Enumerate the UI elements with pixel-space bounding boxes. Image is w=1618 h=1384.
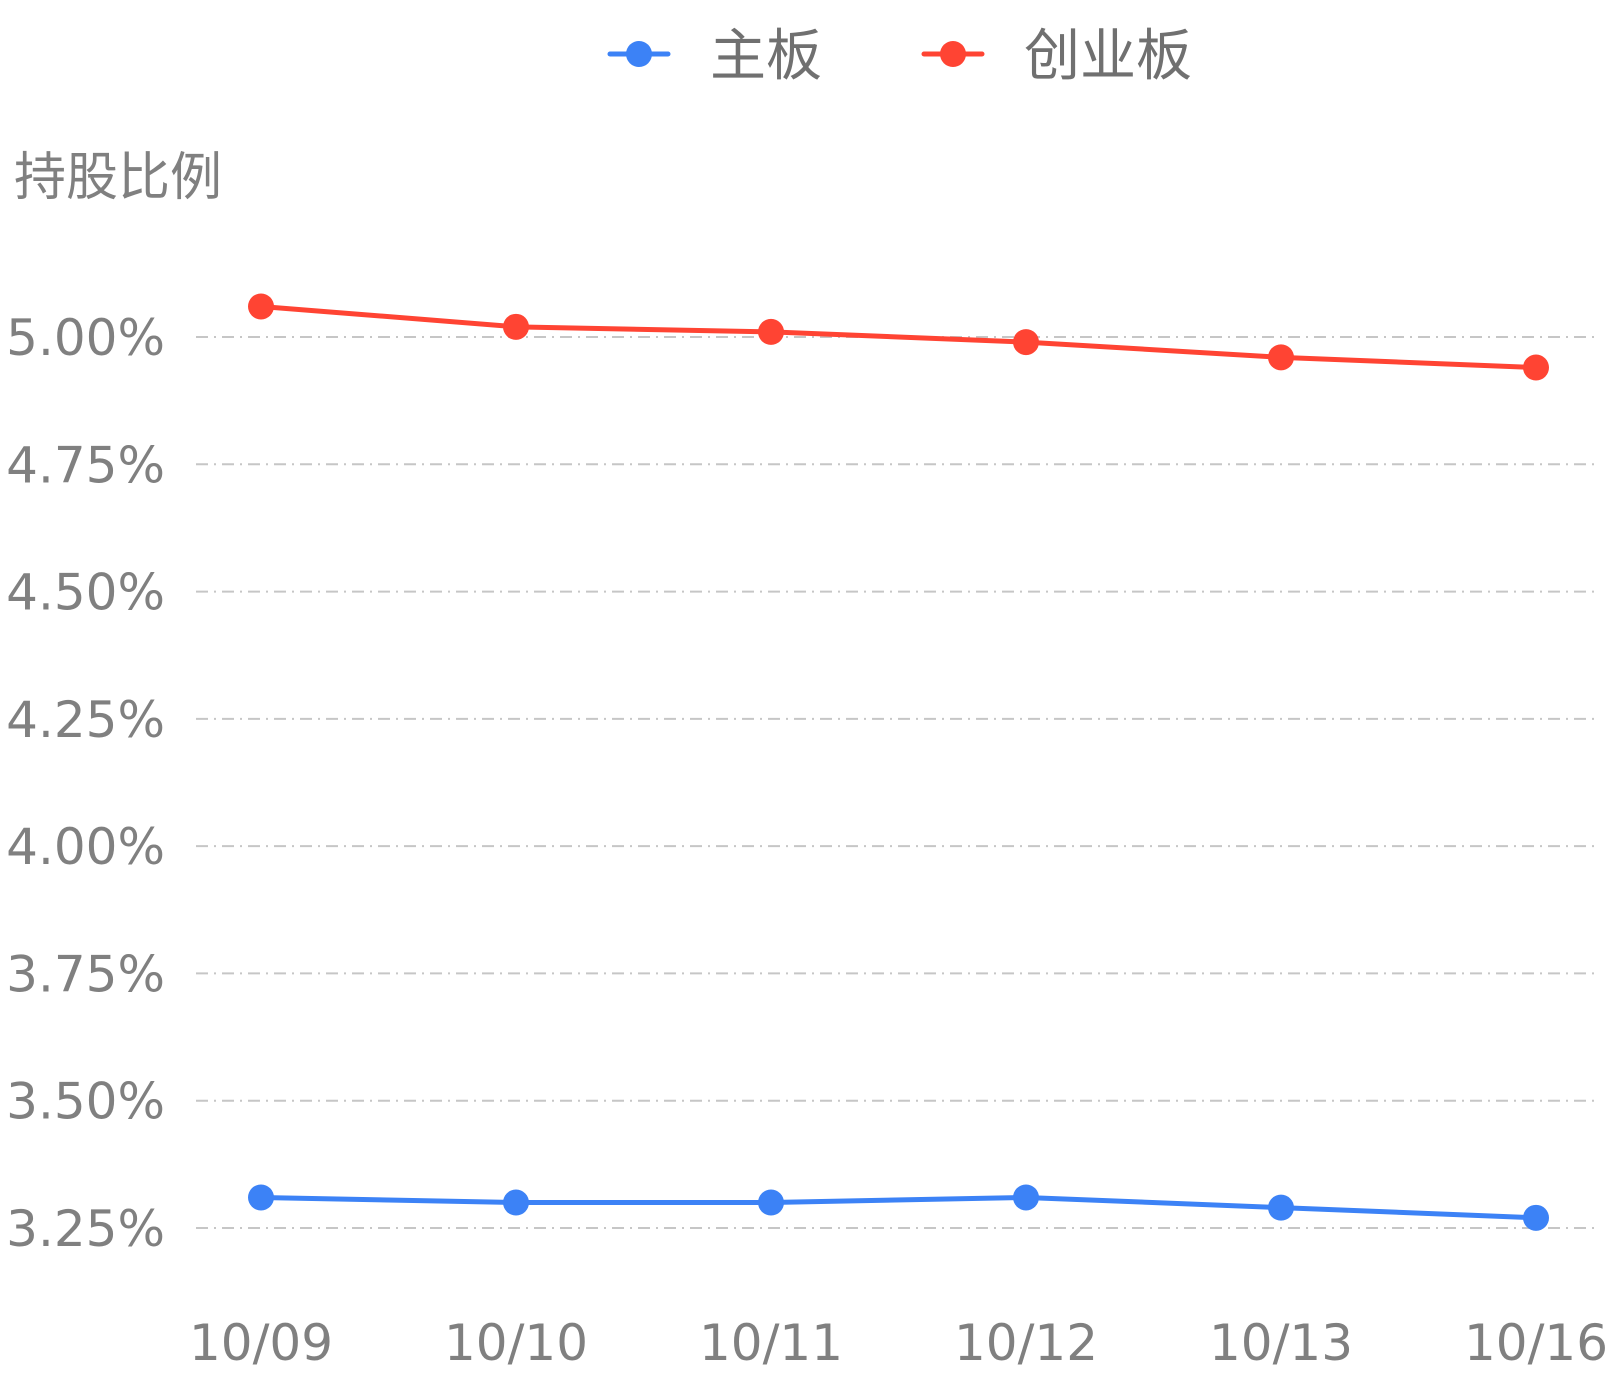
data-point[interactable] xyxy=(248,293,274,320)
y-tick-label: 4.50% xyxy=(6,564,165,622)
x-axis-tick-labels: 10/09 10/10 10/11 10/12 10/13 10/16 xyxy=(189,1314,1608,1372)
y-axis-tick-labels: 3.25% 3.50% 3.75% 4.00% 4.25% 4.50% 4.75% 5.00% xyxy=(6,309,165,1258)
data-point[interactable] xyxy=(1268,1194,1294,1221)
grid-lines xyxy=(196,336,1600,1229)
data-point[interactable] xyxy=(503,1189,529,1216)
x-tick-label: 10/16 xyxy=(1464,1314,1608,1372)
x-tick-label: 10/11 xyxy=(699,1314,843,1372)
y-tick-label: 3.50% xyxy=(6,1073,165,1131)
legend[interactable]: 主板 创业板 xyxy=(607,24,1192,89)
series-0 xyxy=(248,1184,1549,1231)
y-tick-label: 4.00% xyxy=(6,818,165,876)
legend-item[interactable]: 主板 xyxy=(607,24,822,89)
data-point[interactable] xyxy=(758,318,784,345)
data-point[interactable] xyxy=(1013,329,1039,356)
y-tick-label: 4.75% xyxy=(6,436,165,494)
data-point[interactable] xyxy=(1523,1204,1549,1231)
data-point[interactable] xyxy=(503,313,529,340)
y-tick-label: 4.25% xyxy=(6,691,165,749)
series-line xyxy=(258,1194,1539,1221)
series-lines xyxy=(248,293,1549,1231)
x-tick-label: 10/13 xyxy=(1209,1314,1353,1372)
data-point[interactable] xyxy=(248,1184,274,1211)
data-point[interactable] xyxy=(1523,354,1549,381)
legend-marker-icon xyxy=(626,41,652,67)
x-tick-label: 10/12 xyxy=(954,1314,1098,1372)
data-point[interactable] xyxy=(758,1189,784,1216)
legend-item[interactable]: 创业板 xyxy=(921,24,1192,89)
series-1 xyxy=(248,293,1549,381)
data-point[interactable] xyxy=(1013,1184,1039,1211)
data-point[interactable] xyxy=(1268,344,1294,371)
x-tick-label: 10/10 xyxy=(444,1314,588,1372)
y-tick-label: 5.00% xyxy=(6,309,165,367)
y-tick-label: 3.75% xyxy=(6,945,165,1003)
legend-marker-icon xyxy=(940,41,966,67)
x-tick-label: 10/09 xyxy=(189,1314,333,1372)
legend-label: 主板 xyxy=(710,24,822,89)
y-tick-label: 3.25% xyxy=(6,1200,165,1258)
y-axis-title: 持股比例 xyxy=(14,148,222,208)
series-line xyxy=(258,303,1539,371)
legend-label: 创业板 xyxy=(1024,24,1192,89)
